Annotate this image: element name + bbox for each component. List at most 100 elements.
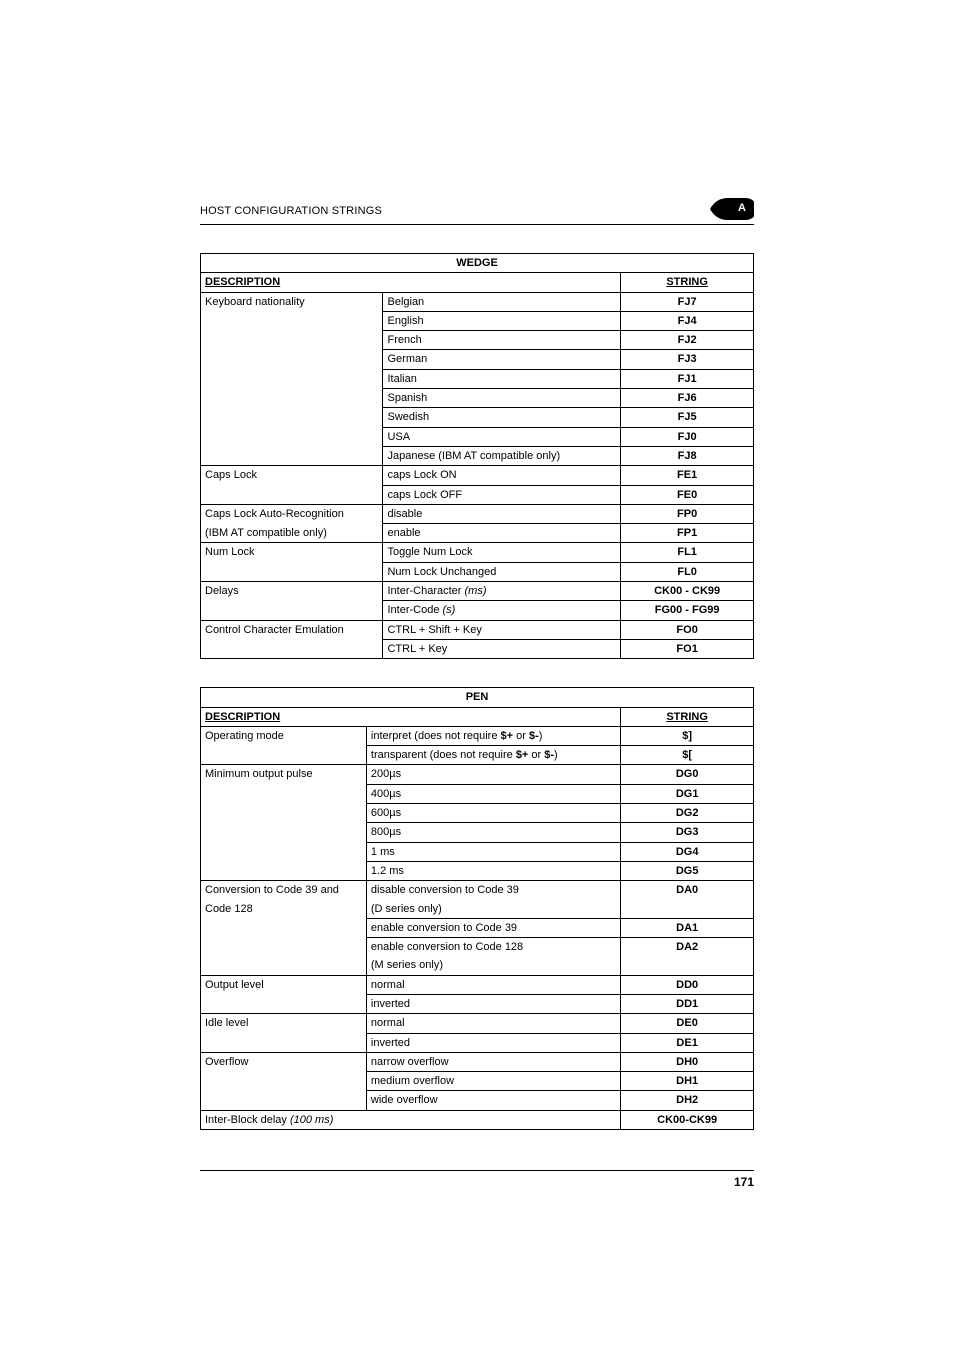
table-header-row: DESCRIPTION STRING [201,273,754,292]
capsar-option: enable [383,524,621,543]
table-row: 600µsDG2 [201,804,754,823]
table-row: 400µsDG1 [201,784,754,803]
mop-option: 200µs [366,765,620,784]
kn-option: Spanish [383,389,621,408]
idle-label: Idle level [201,1014,367,1033]
mop-option: 600µs [366,804,620,823]
string-header: STRING [621,707,754,726]
ovf-option: wide overflow [366,1091,620,1110]
capsar-option: disable [383,504,621,523]
table-row: Caps Lock Auto-RecognitiondisableFP0 [201,504,754,523]
kn-string: FJ4 [621,311,754,330]
ovf-label: Overflow [201,1052,367,1071]
table-row: SwedishFJ5 [201,408,754,427]
page-header: HOST CONFIGURATION STRINGS A [200,200,754,225]
table-row: GermanFJ3 [201,350,754,369]
mop-string: DG2 [621,804,754,823]
mop-label: Minimum output pulse [201,765,367,784]
table-header-row: DESCRIPTION STRING [201,707,754,726]
conv-option-sub: (D series only) [366,900,620,919]
mop-option: 400µs [366,784,620,803]
table-title-row: WEDGE [201,254,754,273]
delays-string: CK00 - CK99 [621,582,754,601]
ibd-label: Inter-Block delay (100 ms) [201,1110,621,1129]
table-row: 1 msDG4 [201,842,754,861]
table-row: Inter-Code (s)FG00 - FG99 [201,601,754,620]
out-option: inverted [366,994,620,1013]
document-page: HOST CONFIGURATION STRINGS A WEDGE DESCR… [0,0,954,1249]
table-row: Keyboard nationality Belgian FJ7 [201,292,754,311]
table-row: wide overflowDH2 [201,1091,754,1110]
idle-option: inverted [366,1033,620,1052]
caps-label: Caps Lock [201,466,383,485]
kn-label: Keyboard nationality [201,292,383,311]
mop-string: DG0 [621,765,754,784]
kn-option: Swedish [383,408,621,427]
kn-string: FJ8 [621,446,754,465]
idle-option: normal [366,1014,620,1033]
out-string: DD1 [621,994,754,1013]
ovf-string: DH1 [621,1072,754,1091]
table-row: Overflownarrow overflowDH0 [201,1052,754,1071]
caps-string: FE0 [621,485,754,504]
table-row: FrenchFJ2 [201,331,754,350]
mop-string: DG5 [621,861,754,880]
op-option: interpret (does not require $+ or $-) [366,726,620,745]
kn-option: Italian [383,369,621,388]
table-row: Control Character EmulationCTRL + Shift … [201,620,754,639]
table-row: ItalianFJ1 [201,369,754,388]
delays-string: FG00 - FG99 [621,601,754,620]
kn-string: FJ0 [621,427,754,446]
op-label: Operating mode [201,726,367,745]
cce-string: FO1 [621,639,754,658]
table-row: Inter-Block delay (100 ms)CK00-CK99 [201,1110,754,1129]
cce-option: CTRL + Key [383,639,621,658]
conv-string: DA2 [621,938,754,957]
string-header: STRING [621,273,754,292]
mop-string: DG4 [621,842,754,861]
capsar-string: FP0 [621,504,754,523]
table-row: USAFJ0 [201,427,754,446]
num-option: Toggle Num Lock [383,543,621,562]
cce-string: FO0 [621,620,754,639]
table-row: Conversion to Code 39 anddisable convers… [201,881,754,900]
table-row: transparent (does not require $+ or $-) … [201,746,754,765]
out-label: Output level [201,975,367,994]
table-title-row: PEN [201,688,754,707]
mop-string: DG1 [621,784,754,803]
out-string: DD0 [621,975,754,994]
capsar-label2: (IBM AT compatible only) [201,524,383,543]
table-row: Idle levelnormalDE0 [201,1014,754,1033]
mop-option: 1.2 ms [366,861,620,880]
kn-option: Belgian [383,292,621,311]
delays-label: Delays [201,582,383,601]
table-row: 1.2 msDG5 [201,861,754,880]
kn-option: Japanese (IBM AT compatible only) [383,446,621,465]
num-string: FL1 [621,543,754,562]
table-row: CTRL + KeyFO1 [201,639,754,658]
ovf-option: narrow overflow [366,1052,620,1071]
ovf-option: medium overflow [366,1072,620,1091]
capsar-label: Caps Lock Auto-Recognition [201,504,383,523]
conv-label2: Code 128 [201,900,367,919]
caps-option: caps Lock OFF [383,485,621,504]
table-row: Operating mode interpret (does not requi… [201,726,754,745]
section-badge: A [710,200,754,222]
kn-string: FJ3 [621,350,754,369]
kn-string: FJ6 [621,389,754,408]
mop-string: DG3 [621,823,754,842]
table-row: Japanese (IBM AT compatible only)FJ8 [201,446,754,465]
table-row: (IBM AT compatible only)enableFP1 [201,524,754,543]
table-row: 800µsDG3 [201,823,754,842]
capsar-string: FP1 [621,524,754,543]
idle-string: DE0 [621,1014,754,1033]
caps-string: FE1 [621,466,754,485]
num-string: FL0 [621,562,754,581]
table-row: invertedDE1 [201,1033,754,1052]
conv-label: Conversion to Code 39 and [201,881,367,900]
kn-string: FJ7 [621,292,754,311]
table-row: DelaysInter-Character (ms)CK00 - CK99 [201,582,754,601]
kn-option: English [383,311,621,330]
table-row: Output levelnormalDD0 [201,975,754,994]
table-row: caps Lock OFFFE0 [201,485,754,504]
